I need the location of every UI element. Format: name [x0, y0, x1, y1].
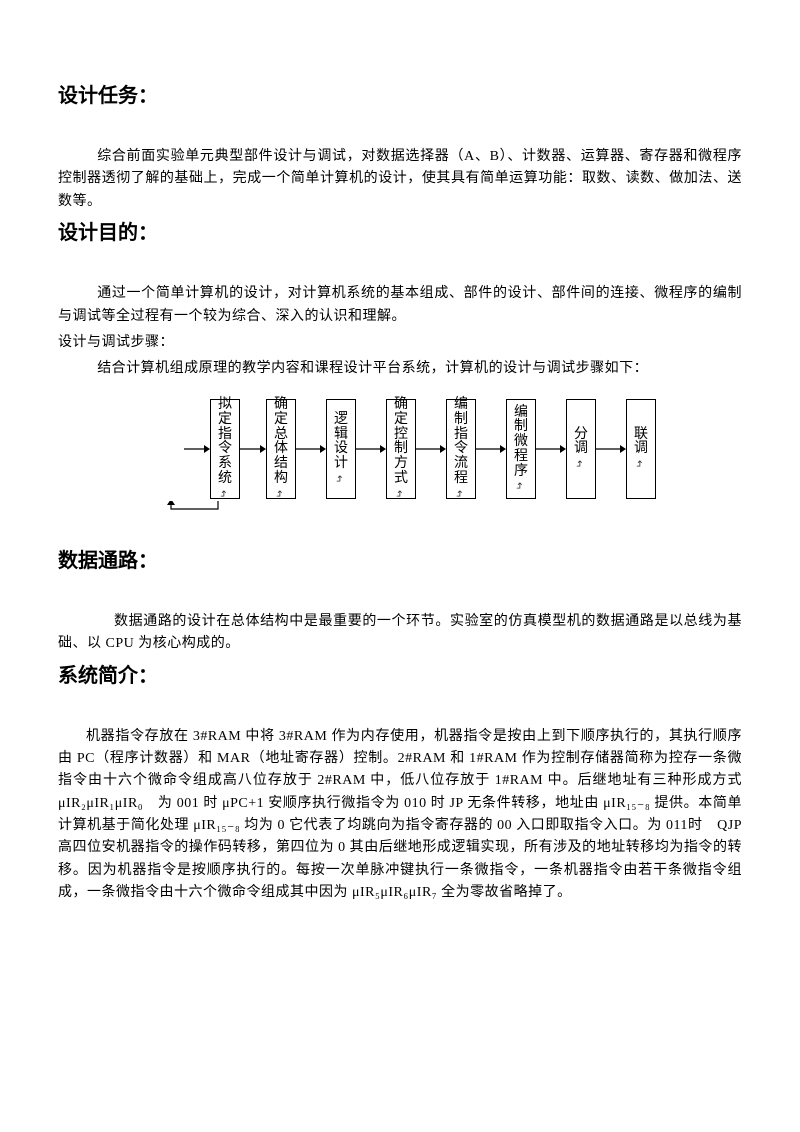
lead-arrow	[184, 444, 210, 454]
datapath-paragraph: 数据通路的设计在总体结构中是最重要的一个环节。实验室的仿真模型机的数据通路是以总…	[58, 611, 742, 656]
flow-box-6: 分调 ↵	[566, 399, 596, 499]
arrow-icon	[476, 444, 506, 454]
task-paragraph: 综合前面实验单元典型部件设计与调试，对数据选择器（A、B）、计数器、运算器、寄存…	[58, 146, 742, 213]
arrow-icon	[536, 444, 566, 454]
arrow-icon	[356, 444, 386, 454]
flow-box-6-label: 分调	[574, 428, 588, 457]
flow-box-3: 确定控制方式 ↵	[386, 399, 416, 499]
return-icon: ↵	[336, 475, 347, 483]
flow-box-1-label: 确定总体结构	[274, 398, 288, 486]
section-title-system: 系统简介：	[58, 660, 742, 692]
return-icon: ↵	[276, 490, 287, 498]
return-icon: ↵	[396, 490, 407, 498]
flow-box-0-label: 拟定指令系统	[218, 398, 232, 486]
goal-paragraph-2: 设计与调试步骤：	[58, 332, 742, 354]
flow-box-5: 编制微程序 ↵	[506, 399, 536, 499]
return-icon: ↵	[516, 482, 527, 490]
section-title-goal: 设计目的：	[58, 217, 742, 249]
feedback-arrow	[163, 501, 223, 515]
arrow-icon	[596, 444, 626, 454]
flow-box-2: 逻辑设计 ↵	[326, 399, 356, 499]
goal-paragraph-1: 通过一个简单计算机的设计，对计算机系统的基本组成、部件的设计、部件间的连接、微程…	[58, 283, 742, 328]
flowchart: 拟定指令系统 ↵ 确定总体结构 ↵ 逻辑设计 ↵ 确定控制方式 ↵ 编制指令流程 ↵ 编制…	[98, 389, 742, 509]
return-icon: ↵	[576, 460, 587, 468]
return-icon: ↵	[220, 490, 231, 498]
flow-box-4: 编制指令流程 ↵	[446, 399, 476, 499]
flow-box-1: 确定总体结构 ↵	[266, 399, 296, 499]
arrow-icon	[296, 444, 326, 454]
arrow-icon	[240, 444, 266, 454]
flow-box-5-label: 编制微程序	[514, 406, 528, 479]
flow-box-2-label: 逻辑设计	[334, 413, 348, 472]
arrow-icon	[416, 444, 446, 454]
goal-paragraph-3: 结合计算机组成原理的教学内容和课程设计平台系统，计算机的设计与调试步骤如下：	[58, 358, 742, 380]
return-icon: ↵	[456, 490, 467, 498]
return-icon: ↵	[636, 460, 647, 468]
flow-box-0: 拟定指令系统 ↵	[210, 399, 240, 499]
section-title-task: 设计任务：	[58, 80, 742, 112]
section-title-datapath: 数据通路：	[58, 545, 742, 577]
flow-box-4-label: 编制指令流程	[454, 398, 468, 486]
flow-box-3-label: 确定控制方式	[394, 398, 408, 486]
flow-box-7-label: 联调	[634, 428, 648, 457]
system-paragraph: 机器指令存放在 3#RAM 中将 3#RAM 作为内存使用，机器指令是按由上到下…	[58, 726, 742, 905]
flow-box-7: 联调 ↵	[626, 399, 656, 499]
